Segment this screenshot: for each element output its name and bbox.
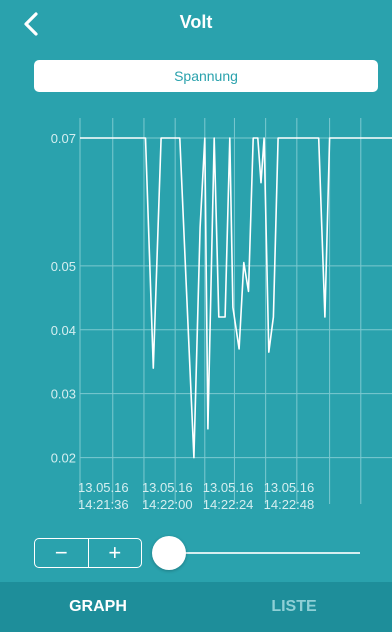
tab-graph[interactable]: GRAPH xyxy=(0,582,196,632)
voltage-chart: 0.07 0.05 0.04 0.03 0.02 13.05.16 14:21:36 13.0… xyxy=(0,104,392,524)
chart-svg: 0.070.050.040.030.0213.05.1614:21:3613.0… xyxy=(0,104,392,524)
zoom-stepper: − + xyxy=(34,538,142,568)
x-tick-label: 13.05.16 xyxy=(203,480,254,495)
series-line xyxy=(80,138,392,458)
y-tick-label: 0.03 xyxy=(51,387,76,402)
x-tick-label: 14:21:36 xyxy=(78,497,129,512)
y-tick-label: 0.07 xyxy=(51,131,76,146)
segment-spannung[interactable]: Spannung xyxy=(34,60,378,92)
y-tick-label: 0.02 xyxy=(51,451,76,466)
x-tick-label: 14:22:24 xyxy=(203,497,254,512)
tab-bar: GRAPH LISTE xyxy=(0,582,392,632)
x-tick-label: 13.05.16 xyxy=(142,480,193,495)
time-slider-track[interactable] xyxy=(172,552,360,554)
y-tick-label: 0.04 xyxy=(51,323,76,338)
x-tick-label: 14:22:48 xyxy=(264,497,315,512)
tab-liste[interactable]: LISTE xyxy=(196,582,392,632)
x-tick-label: 14:22:00 xyxy=(142,497,193,512)
nav-bar: Volt xyxy=(0,0,392,48)
x-tick-label: 13.05.16 xyxy=(78,480,129,495)
y-tick-label: 0.05 xyxy=(51,259,76,274)
x-tick-label: 13.05.16 xyxy=(264,480,315,495)
time-slider-knob[interactable] xyxy=(152,536,186,570)
page-title: Volt xyxy=(0,12,392,33)
zoom-minus-button[interactable]: − xyxy=(35,539,88,567)
zoom-plus-button[interactable]: + xyxy=(88,539,142,567)
zoom-controls: − + xyxy=(0,530,392,578)
